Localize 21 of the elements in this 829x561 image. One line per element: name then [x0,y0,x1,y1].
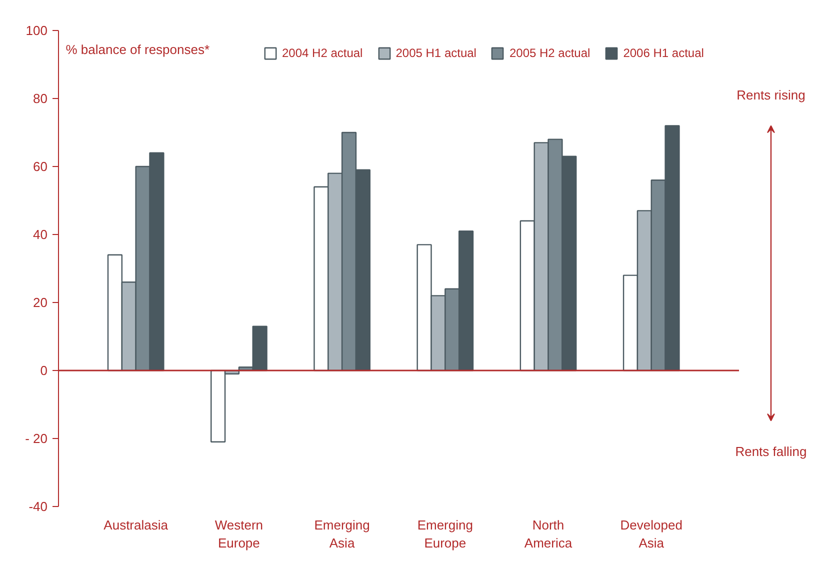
x-tick-label: North America [524,518,573,550]
y-tick-label: 60 [33,159,48,174]
y-tick-label: - 20 [25,431,48,446]
annotation: Rents rising [736,88,806,103]
y-tick-label: 0 [40,363,48,378]
legend-label: 2005 H2 actual [509,46,590,60]
x-tick-label: Western Europe [214,518,264,550]
y-tick-label: 40 [33,227,48,242]
legend-label: 2006 H1 actual [623,46,704,60]
y-tick-label: 20 [33,295,48,310]
x-tick-label: Developed Asia [620,518,682,550]
annotation: Rents falling [735,444,807,459]
y-axis-title: % balance of responses* [66,42,210,57]
y-tick-label: 100 [26,23,48,38]
legend-label: 2004 H2 actual [282,46,363,60]
legend-label: 2005 H1 actual [396,46,476,60]
x-tick-label: Emerging Asia [314,518,370,550]
x-tick-label: Australasia [104,518,169,532]
y-tick-label: 80 [33,91,48,106]
x-tick-label: Emerging Europe [417,518,473,550]
y-tick-label: -40 [28,499,48,514]
